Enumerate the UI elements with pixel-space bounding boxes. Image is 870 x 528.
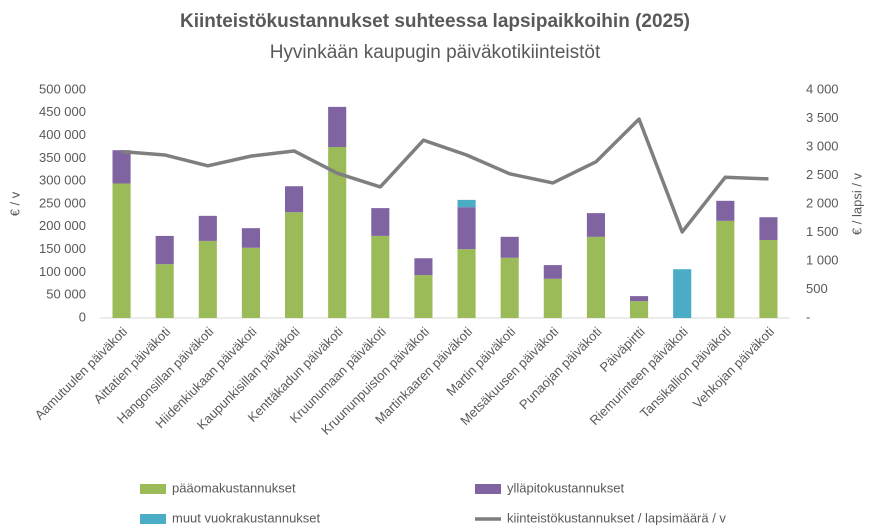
bar-segment xyxy=(414,258,433,276)
y2-tick-label: 1 000 xyxy=(806,252,839,267)
bar-segment xyxy=(759,217,778,241)
bar-segment xyxy=(371,235,390,318)
bar-segment xyxy=(543,265,562,279)
bar-segment xyxy=(328,147,347,318)
y-tick-label: 300 000 xyxy=(39,173,86,188)
y-tick-label: 400 000 xyxy=(39,127,86,142)
bar-segment xyxy=(543,278,562,318)
bar-segment xyxy=(500,236,519,258)
y-tick-label: 50 000 xyxy=(46,287,86,302)
x-tick-label: Punaojan päiväkoti xyxy=(516,324,604,412)
y-tick-label: 100 000 xyxy=(39,264,86,279)
bar-segment xyxy=(500,257,519,318)
bar-segment xyxy=(586,236,605,318)
bar-segment xyxy=(716,220,735,318)
y2-tick-label: 3 000 xyxy=(806,138,839,153)
y-tick-label: 200 000 xyxy=(39,218,86,233)
bar-segment xyxy=(586,213,605,237)
y-axis-label: € / v xyxy=(7,191,22,216)
bar-segment xyxy=(285,186,304,213)
bar-segment xyxy=(414,275,433,318)
y2-tick-label: - xyxy=(806,309,810,324)
x-tick-label: Aittatien päiväkoti xyxy=(91,324,174,407)
bar-segment xyxy=(328,106,347,147)
bar-segment xyxy=(457,207,476,250)
bar-segment xyxy=(198,240,217,318)
y-tick-label: 0 xyxy=(79,309,86,324)
bar-segment xyxy=(241,247,260,318)
legend-label: ylläpitokustannukset xyxy=(507,480,624,495)
legend-label: pääomakustannukset xyxy=(172,480,296,495)
bar-segment xyxy=(759,240,778,318)
legend-swatch xyxy=(140,514,166,524)
x-tick-label: Vehkojan päiväkoti xyxy=(690,324,777,411)
y-tick-label: 500 000 xyxy=(39,81,86,96)
chart-title: Kiinteistökustannukset suhteessa lapsipa… xyxy=(180,11,690,32)
y-tick-label: 450 000 xyxy=(39,104,86,119)
bar-segment xyxy=(630,301,649,318)
bar-segment xyxy=(198,215,217,241)
line-series xyxy=(121,117,769,234)
y2-tick-label: 4 000 xyxy=(806,81,839,96)
legend-swatch xyxy=(475,484,501,494)
bar-segment xyxy=(285,212,304,318)
bar-segment xyxy=(673,269,692,318)
y2-tick-label: 2 000 xyxy=(806,195,839,210)
y-tick-label: 250 000 xyxy=(39,195,86,210)
y-tick-label: 350 000 xyxy=(39,150,86,165)
y2-tick-label: 2 500 xyxy=(806,167,839,182)
bar-segment xyxy=(630,296,649,302)
legend-label: kiinteistökustannukset / lapsimäärä / v xyxy=(507,510,726,525)
legend-label: muut vuokrakustannukset xyxy=(172,510,321,525)
bar-segment xyxy=(457,199,476,208)
bar-segment xyxy=(155,235,174,265)
y-tick-label: 150 000 xyxy=(39,241,86,256)
bar-segment xyxy=(241,228,260,248)
y2-tick-label: 3 500 xyxy=(806,110,839,125)
bar-segment xyxy=(112,150,131,184)
chart-subtitle: Hyvinkään kaupugin päiväkotikiinteistöt xyxy=(270,42,601,63)
bar-segment xyxy=(716,200,735,221)
y2-tick-label: 500 xyxy=(806,281,828,296)
bar-segment xyxy=(371,208,390,236)
y2-axis-label: € / lapsi / v xyxy=(849,172,864,235)
bar-segment xyxy=(112,183,131,318)
legend-swatch xyxy=(140,484,166,494)
bar-segment xyxy=(457,249,476,318)
y2-tick-label: 1 500 xyxy=(806,224,839,239)
bar-segment xyxy=(155,264,174,318)
